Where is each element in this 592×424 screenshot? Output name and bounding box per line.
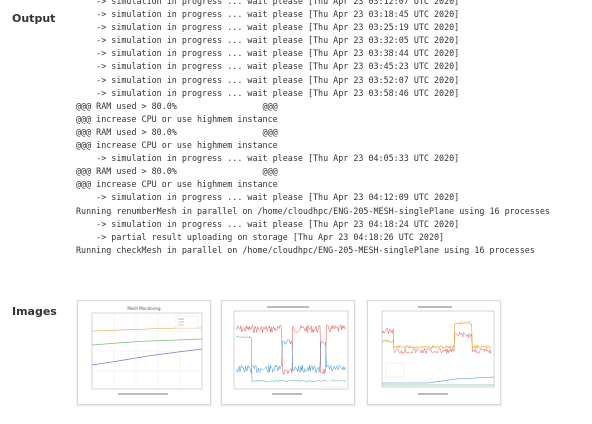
thumbnail-title: Mesh Monitoring xyxy=(127,306,161,311)
log-line: -> partial result uploading on storage [… xyxy=(76,231,445,242)
log-line: -> simulation in progress ... wait pleas… xyxy=(76,22,460,33)
log-line: -> simulation in progress ... wait pleas… xyxy=(76,192,460,203)
log-line: @@@ RAM used > 80.0% @@@ xyxy=(76,126,278,137)
log-line: -> simulation in progress ... wait pleas… xyxy=(76,87,460,98)
log-line: @@@ increase CPU or use highmem instance xyxy=(76,113,278,124)
log-line: -> simulation in progress ... wait pleas… xyxy=(76,35,460,46)
log-line: -> simulation in progress ... wait pleas… xyxy=(76,61,460,72)
log-line: -> simulation in progress ... wait pleas… xyxy=(76,9,460,20)
output-log-lines: -> simulation in progress ... wait pleas… xyxy=(76,0,550,257)
log-line: -> simulation in progress ... wait pleas… xyxy=(76,48,460,59)
log-line: @@@ RAM used > 80.0% @@@ xyxy=(76,100,278,111)
output-section-label: Output xyxy=(12,12,56,25)
image-thumbnail-mesh-monitoring[interactable]: Mesh Monitoring xyxy=(77,300,211,405)
log-line: @@@ increase CPU or use highmem instance xyxy=(76,179,278,190)
log-line: -> simulation in progress ... wait pleas… xyxy=(76,74,460,85)
image-thumbnail-residuals[interactable] xyxy=(221,300,355,405)
images-section-label: Images xyxy=(12,305,57,318)
log-line: Running checkMesh in parallel on /home/c… xyxy=(76,244,535,255)
output-log[interactable]: -> simulation in progress ... wait pleas… xyxy=(76,0,592,283)
log-line: Running renumberMesh in parallel on /hom… xyxy=(76,205,550,216)
log-line: -> simulation in progress ... wait pleas… xyxy=(76,218,460,229)
log-line: -> simulation in progress ... wait pleas… xyxy=(76,153,460,164)
log-line: @@@ RAM used > 80.0% @@@ xyxy=(76,166,278,177)
log-line: -> simulation in progress ... wait pleas… xyxy=(76,0,460,6)
log-line: @@@ increase CPU or use highmem instance xyxy=(76,140,278,151)
image-thumbnail-courant[interactable] xyxy=(367,300,501,405)
